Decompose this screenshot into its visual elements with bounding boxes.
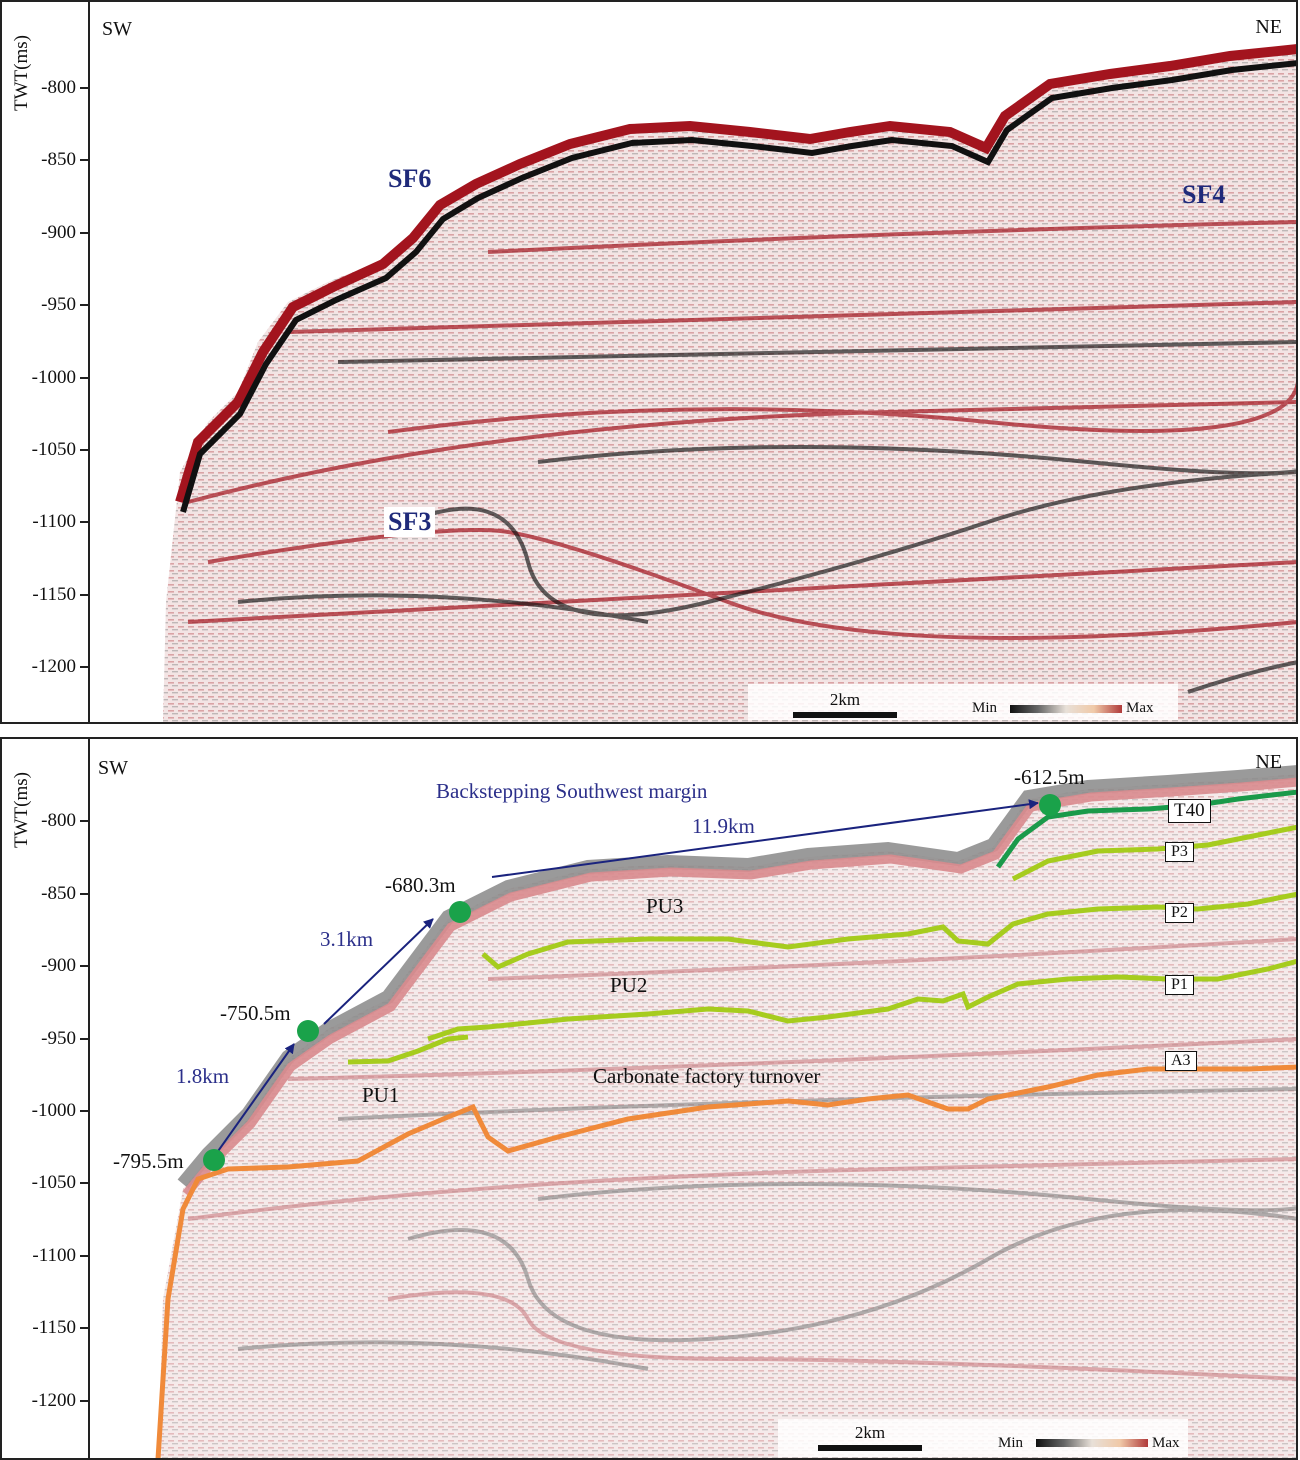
sf6-label: SF6 (388, 164, 432, 193)
bottom-seismic-image (155, 765, 1296, 1458)
tick-label: -1100 (32, 511, 76, 532)
top-colorbar (1010, 705, 1122, 713)
dist-1-8km: 1.8km (176, 1064, 230, 1088)
tick-mark (80, 159, 88, 161)
arrow-11-9km (491, 799, 1039, 878)
margin-point-680 (449, 901, 471, 923)
tick-mark (80, 666, 88, 668)
bottom-seismic-section: SW NE Backstepping Southwest margin -795… (88, 739, 1296, 1458)
bottom-scale-bar: 2km (818, 1423, 922, 1451)
top-sw-label: SW (102, 18, 132, 40)
bottom-seafloor-gray-reflector (177, 765, 1296, 1189)
margin-point-795 (203, 1149, 225, 1171)
pu2-label: PU2 (610, 973, 648, 997)
p1-label: P1 (1165, 975, 1194, 995)
tick-label: -1150 (32, 584, 76, 605)
p2-label: P2 (1165, 903, 1194, 923)
tick-label: -1000 (31, 1100, 76, 1121)
top-seismic-panel: TWT(ms) -800 -850 -900 -950 -1000 -1050 … (0, 0, 1298, 724)
tick-mark (80, 1327, 88, 1329)
margin-point-612 (1039, 794, 1061, 816)
scale-bar-line (793, 712, 897, 718)
tick-label: -1050 (31, 1172, 76, 1193)
sf3-label: SF3 (384, 507, 436, 537)
sf4-label: SF4 (1182, 180, 1226, 209)
dist-3-1km: 3.1km (320, 927, 374, 951)
tick-label: -900 (41, 955, 76, 976)
pu1-label: PU1 (362, 1083, 400, 1107)
tick-label: -850 (41, 883, 76, 904)
tick-mark (80, 1038, 88, 1040)
bottom-seafloor-pink-reflector (182, 777, 1296, 1197)
tick-mark (80, 1255, 88, 1257)
dist-11-9km: 11.9km (692, 814, 755, 838)
tick-mark (80, 304, 88, 306)
top-seafloor-black-reflector (180, 60, 1296, 513)
top-ne-label: NE (1255, 16, 1282, 38)
top-y-axis: TWT(ms) -800 -850 -900 -950 -1000 -1050 … (2, 2, 90, 722)
bottom-interpreted-panel: TWT(ms) -800 -850 -900 -950 -1000 -1050 … (0, 737, 1298, 1460)
bottom-sw-label: SW (98, 757, 128, 779)
carbonate-annotation: Carbonate factory turnover (593, 1064, 821, 1088)
depth-795: -795.5m (113, 1149, 184, 1173)
bottom-ne-label: NE (1255, 751, 1282, 773)
t40-label: T40 (1168, 799, 1211, 823)
tick-mark (80, 820, 88, 822)
p3-label: P3 (1165, 842, 1194, 862)
pu1-top-horizon-line (347, 1034, 469, 1065)
tick-mark (80, 1110, 88, 1112)
top-axis-title: TWT(ms) (11, 35, 32, 111)
tick-label: -1200 (31, 1390, 76, 1411)
tick-label: -1150 (32, 1317, 76, 1338)
bottom-colorbar-min: Min (998, 1435, 1024, 1451)
tick-label: -950 (41, 1028, 76, 1049)
tick-mark (80, 1182, 88, 1184)
bottom-axis-title: TWT(ms) (11, 772, 32, 848)
p2-horizon-line (481, 891, 1296, 970)
top-scale-bar: 2km (793, 690, 897, 718)
bottom-colorbar (1036, 1439, 1148, 1447)
top-seismic-image (163, 44, 1296, 722)
tick-label: -950 (41, 294, 76, 315)
tick-mark (80, 87, 88, 89)
top-colorbar-max: Max (1126, 700, 1154, 716)
tick-mark (80, 232, 88, 234)
bottom-colorbar-max: Max (1152, 1435, 1180, 1451)
tick-mark (80, 521, 88, 523)
tick-mark (80, 377, 88, 379)
scale-bar-line (818, 1445, 922, 1451)
tick-label: -800 (41, 810, 76, 831)
bottom-y-axis: TWT(ms) -800 -850 -900 -950 -1000 -1050 … (2, 739, 90, 1458)
top-seafloor-red-reflector (175, 44, 1296, 504)
t40-horizon-line (995, 789, 1296, 869)
tick-mark (80, 893, 88, 895)
p3-horizon-line (1011, 824, 1296, 882)
depth-612: -612.5m (1014, 765, 1085, 789)
tick-label: -1050 (31, 439, 76, 460)
tick-mark (80, 449, 88, 451)
scale-bar-label: 2km (854, 1423, 886, 1442)
tick-label: -1000 (31, 367, 76, 388)
tick-mark (80, 965, 88, 967)
depth-680: -680.3m (385, 873, 456, 897)
a3-horizon-line (155, 1064, 1296, 1458)
arrow-3-1km (323, 918, 434, 1025)
pu3-label: PU3 (646, 894, 684, 918)
tick-label: -850 (41, 149, 76, 170)
tick-mark (80, 594, 88, 596)
backstepping-title: Backstepping Southwest margin (436, 779, 708, 803)
tick-label: -1200 (31, 656, 76, 677)
tick-label: -800 (41, 77, 76, 98)
p1-horizon-line (427, 958, 1296, 1042)
tick-label: -900 (41, 222, 76, 243)
arrow-1-8km (215, 1043, 295, 1155)
a3-label: A3 (1165, 1051, 1197, 1071)
top-seismic-section: SW NE SF6 SF4 SF3 2km Min Max (88, 2, 1296, 722)
depth-750: -750.5m (220, 1001, 291, 1025)
tick-label: -1100 (32, 1245, 76, 1266)
tick-mark (80, 1400, 88, 1402)
margin-point-750 (297, 1020, 319, 1042)
top-colorbar-min: Min (972, 700, 998, 716)
scale-bar-label: 2km (829, 690, 861, 709)
